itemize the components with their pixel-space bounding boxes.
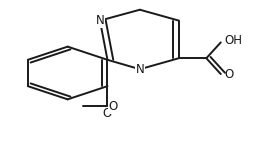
Text: N: N	[96, 14, 104, 27]
Text: O: O	[103, 107, 112, 120]
Text: O: O	[224, 67, 233, 81]
Text: N: N	[135, 63, 144, 76]
Text: O: O	[109, 100, 118, 113]
Text: OH: OH	[224, 34, 242, 47]
